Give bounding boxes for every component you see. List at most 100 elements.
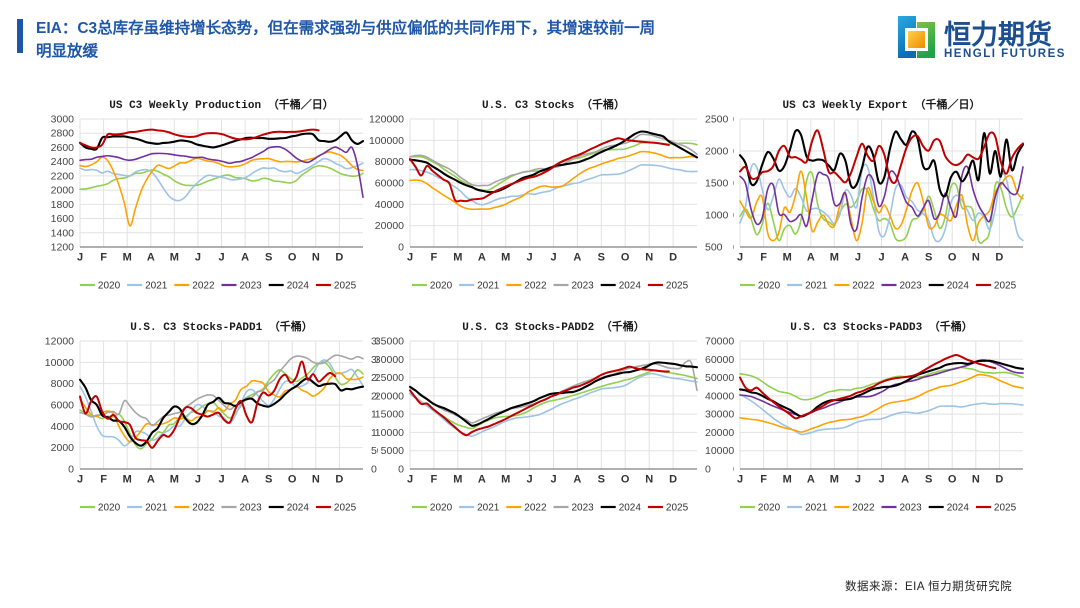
svg-text:30000: 30000	[375, 354, 404, 366]
svg-text:4000: 4000	[51, 421, 75, 433]
svg-text:O: O	[948, 474, 957, 486]
svg-text:2025: 2025	[994, 503, 1017, 514]
svg-text:1600: 1600	[51, 213, 75, 225]
svg-text:J: J	[878, 252, 884, 264]
svg-text:J: J	[77, 474, 83, 486]
svg-text:0: 0	[68, 464, 74, 476]
svg-text:30000: 30000	[705, 409, 734, 421]
svg-text:2021: 2021	[805, 503, 828, 514]
svg-text:J: J	[855, 252, 861, 264]
svg-text:2023: 2023	[240, 281, 263, 292]
svg-text:A: A	[241, 252, 249, 264]
svg-text:N: N	[312, 252, 320, 264]
svg-text:J: J	[407, 474, 413, 486]
svg-text:2020: 2020	[430, 281, 453, 292]
svg-text:70000: 70000	[733, 336, 734, 348]
svg-text:8000: 8000	[51, 378, 75, 390]
svg-text:F: F	[431, 474, 438, 486]
svg-text:N: N	[645, 252, 653, 264]
svg-text:J: J	[195, 252, 201, 264]
svg-text:N: N	[972, 474, 980, 486]
svg-text:1500: 1500	[733, 178, 734, 190]
svg-text:10000: 10000	[45, 357, 74, 369]
svg-text:0: 0	[398, 464, 404, 476]
svg-text:2025: 2025	[666, 503, 689, 514]
svg-text:2400: 2400	[51, 156, 75, 168]
svg-text:2021: 2021	[145, 281, 168, 292]
svg-text:2025: 2025	[334, 281, 357, 292]
svg-text:2020: 2020	[758, 281, 781, 292]
svg-text:S: S	[925, 474, 932, 486]
svg-text:2025: 2025	[334, 503, 357, 514]
svg-text:2024: 2024	[287, 503, 310, 514]
svg-text:F: F	[431, 252, 438, 264]
svg-text:2021: 2021	[477, 503, 500, 514]
svg-text:2024: 2024	[287, 281, 310, 292]
svg-text:J: J	[77, 252, 83, 264]
svg-text:1800: 1800	[51, 199, 75, 211]
svg-text:20000: 20000	[733, 427, 734, 439]
svg-text:1400: 1400	[51, 227, 75, 239]
svg-text:0: 0	[398, 242, 404, 254]
svg-text:2000: 2000	[705, 146, 729, 158]
svg-text:A: A	[478, 252, 486, 264]
svg-text:120000: 120000	[369, 114, 404, 126]
svg-text:A: A	[147, 474, 155, 486]
svg-text:2024: 2024	[619, 503, 642, 514]
svg-text:2600: 2600	[51, 142, 75, 154]
svg-text:15000: 15000	[375, 409, 404, 421]
svg-text:40000: 40000	[375, 199, 404, 211]
svg-text:US C3 Weekly Export （千桶／日）: US C3 Weekly Export （千桶／日）	[782, 97, 980, 112]
svg-text:2000: 2000	[51, 185, 75, 197]
svg-text:J: J	[527, 252, 533, 264]
svg-text:A: A	[901, 474, 909, 486]
svg-text:10000: 10000	[733, 445, 734, 457]
svg-text:30000: 30000	[733, 409, 734, 421]
svg-text:J: J	[550, 252, 556, 264]
svg-text:A: A	[478, 474, 486, 486]
svg-text:2024: 2024	[619, 281, 642, 292]
svg-text:S: S	[598, 252, 605, 264]
svg-text:M: M	[830, 474, 839, 486]
svg-text:0: 0	[733, 464, 734, 476]
svg-text:M: M	[170, 474, 179, 486]
svg-text:O: O	[621, 252, 630, 264]
svg-text:10000: 10000	[375, 427, 404, 439]
svg-text:1500: 1500	[705, 178, 729, 190]
svg-text:D: D	[669, 474, 677, 486]
svg-text:60000: 60000	[733, 354, 734, 366]
svg-text:F: F	[100, 474, 107, 486]
svg-text:2023: 2023	[900, 281, 923, 292]
svg-text:2800: 2800	[51, 128, 75, 140]
svg-text:2500: 2500	[733, 114, 734, 126]
svg-text:2000: 2000	[51, 442, 75, 454]
svg-text:U.S. C3 Stocks-PADD3 （千桶）: U.S. C3 Stocks-PADD3 （千桶）	[790, 319, 973, 334]
svg-text:2022: 2022	[852, 281, 875, 292]
svg-text:J: J	[218, 474, 224, 486]
svg-text:2200: 2200	[51, 170, 75, 182]
svg-text:3000: 3000	[51, 114, 75, 126]
svg-text:J: J	[737, 252, 743, 264]
svg-text:2022: 2022	[192, 503, 215, 514]
svg-text:2000: 2000	[733, 146, 734, 158]
svg-text:U.S. C3 Stocks-PADD1 （千桶）: U.S. C3 Stocks-PADD1 （千桶）	[130, 319, 313, 334]
svg-text:A: A	[241, 474, 249, 486]
svg-text:D: D	[335, 474, 343, 486]
svg-text:M: M	[453, 252, 462, 264]
svg-text:2023: 2023	[572, 281, 595, 292]
svg-text:M: M	[453, 474, 462, 486]
svg-text:M: M	[830, 252, 839, 264]
svg-text:J: J	[737, 474, 743, 486]
svg-text:O: O	[948, 252, 957, 264]
svg-text:M: M	[123, 252, 132, 264]
svg-text:2021: 2021	[477, 281, 500, 292]
svg-text:S: S	[265, 252, 272, 264]
svg-text:A: A	[901, 252, 909, 264]
svg-text:2022: 2022	[524, 281, 547, 292]
svg-text:2022: 2022	[852, 503, 875, 514]
svg-text:A: A	[807, 252, 815, 264]
svg-text:J: J	[527, 474, 533, 486]
svg-text:D: D	[995, 252, 1003, 264]
svg-text:1200: 1200	[51, 242, 75, 254]
svg-text:N: N	[645, 474, 653, 486]
